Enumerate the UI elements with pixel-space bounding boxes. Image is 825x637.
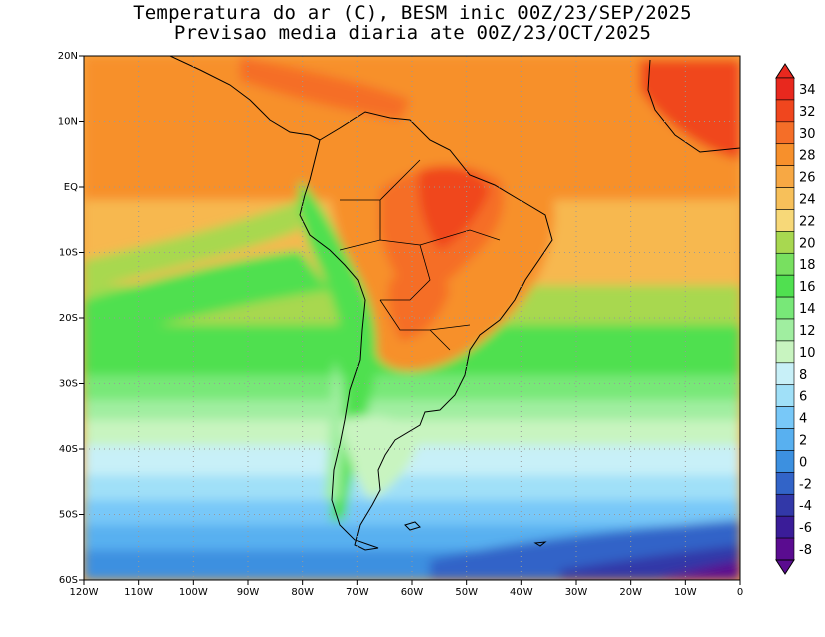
lon-tick-label: 30W	[565, 587, 588, 598]
colorbar-label: 20	[799, 236, 816, 251]
colorbar-label: 8	[799, 368, 807, 383]
colorbar-swatch	[775, 318, 795, 342]
colorbar-swatch	[775, 209, 795, 232]
colorbar-swatch	[775, 472, 795, 495]
lon-tick-label: 20W	[619, 587, 642, 598]
colorbar-top-arrow	[775, 63, 795, 79]
latitude-axis: 20N 10N EQ 10S 20S 30S 40S 50S 60S	[58, 51, 84, 586]
lat-tick-label: 40S	[59, 444, 78, 455]
coastlines	[169, 56, 740, 551]
lat-tick-label: 50S	[59, 510, 78, 521]
lat-tick-label: 10N	[58, 117, 78, 128]
colorbar-label: 12	[799, 324, 816, 339]
lon-tick-label: 100W	[179, 587, 208, 598]
lat-tick-label: 20S	[59, 313, 78, 324]
colorbar-swatch	[775, 406, 795, 429]
colorbar-swatch	[775, 77, 795, 101]
colorbar-label: 2	[799, 434, 807, 449]
lon-tick-label: 50W	[455, 587, 478, 598]
south-georgia	[533, 541, 547, 547]
lon-tick-label: 60W	[401, 587, 424, 598]
colorbar-swatch	[775, 252, 795, 276]
lat-tick-label: 30S	[59, 379, 78, 390]
lon-tick-label: 70W	[346, 587, 369, 598]
colorbar-label: 30	[799, 127, 816, 142]
colorbar-label: 14	[799, 302, 816, 317]
colorbar-label: 10	[799, 346, 816, 361]
south-america-coastline	[299, 111, 553, 551]
colorbar-swatch	[775, 165, 795, 188]
central-america-coastline	[169, 56, 321, 141]
colorbar-label: -2	[799, 477, 812, 492]
colorbar-swatch	[775, 384, 795, 407]
colorbar-swatch	[775, 537, 795, 561]
lon-tick-label: 40W	[510, 587, 533, 598]
colorbar-swatch	[775, 450, 795, 473]
colorbar-swatch	[775, 362, 795, 386]
longitude-axis: 120W 110W 100W 90W 80W 70W 60W 50W 40W 30W 20W 10W 0	[70, 580, 743, 598]
colorbar-swatch	[775, 187, 795, 210]
lat-tick-label: 20N	[58, 51, 78, 62]
colorbar-swatch	[775, 340, 795, 364]
colorbar-label: 24	[799, 193, 816, 208]
border-lines	[339, 159, 501, 351]
africa-coastline	[647, 59, 740, 153]
lon-tick-label: 10W	[674, 587, 697, 598]
colorbar-label: 26	[799, 171, 816, 186]
colorbar-swatch	[775, 274, 795, 298]
colorbar-label: 34	[799, 83, 816, 98]
colorbar-swatch	[775, 99, 795, 123]
chart-title-line-1: Temperatura do ar (C), BESM inic 00Z/23/…	[133, 2, 692, 24]
colorbar-label: -8	[799, 543, 812, 558]
colorbar-label: 16	[799, 280, 816, 295]
colorbar-label: -6	[799, 521, 812, 536]
colorbar-swatch	[775, 428, 795, 451]
colorbar-swatch	[775, 231, 795, 254]
colorbar-swatch	[775, 143, 795, 166]
lat-tick-label: 60S	[59, 575, 78, 586]
lon-tick-label: 80W	[291, 587, 314, 598]
lon-tick-label: 0	[737, 587, 743, 598]
colorbar-label: 28	[799, 149, 816, 164]
colorbar-label: 18	[799, 258, 816, 273]
chart-title-line-2: Previsao media diaria ate 00Z/23/OCT/202…	[173, 22, 652, 44]
colorbar-label: -4	[799, 499, 812, 514]
lat-tick-label: 10S	[59, 248, 78, 259]
colorbar-swatch	[775, 493, 795, 517]
colorbar-label: 4	[799, 412, 807, 427]
falkland-islands	[404, 521, 421, 531]
colorbar-label: 0	[799, 455, 807, 470]
colorbar-swatch	[775, 296, 795, 320]
lon-tick-label: 90W	[237, 587, 260, 598]
lon-tick-label: 120W	[70, 587, 99, 598]
lon-tick-label: 110W	[124, 587, 153, 598]
lat-tick-label: EQ	[64, 182, 78, 193]
colorbar-swatch	[775, 121, 795, 145]
colorbar-swatch	[775, 515, 795, 539]
colorbar-label: 6	[799, 390, 807, 405]
colorbar-bottom-arrow	[775, 559, 795, 575]
colorbar-label: 22	[799, 214, 816, 229]
colorbar-label: 32	[799, 105, 816, 120]
